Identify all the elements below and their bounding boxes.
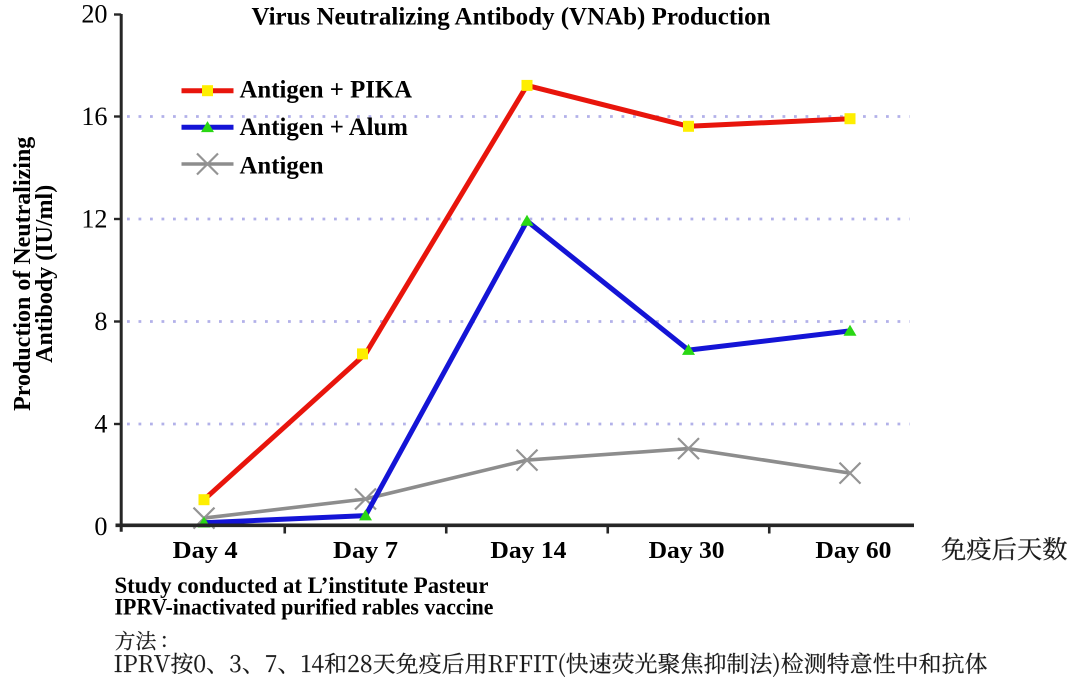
svg-text:Antigen + PIKA: Antigen + PIKA: [240, 77, 413, 104]
svg-text:Virus Neutralizing Antibody (V: Virus Neutralizing Antibody (VNAb) Produ…: [252, 2, 771, 30]
svg-text:Day 60: Day 60: [815, 537, 891, 564]
svg-text:Day 7: Day 7: [333, 537, 398, 564]
svg-text:Study conducted at L’institute: Study conducted at L’institute Pasteur: [115, 573, 489, 598]
svg-text:4: 4: [94, 410, 107, 439]
svg-text:Day 4: Day 4: [173, 537, 238, 564]
svg-text:Antibody (IU/ml): Antibody (IU/ml): [32, 185, 58, 363]
svg-text:Antigen: Antigen: [240, 153, 324, 180]
svg-text:Antigen + Alum: Antigen + Alum: [240, 114, 409, 141]
svg-text:Production of Neutralizing: Production of Neutralizing: [10, 137, 36, 411]
svg-text:20: 20: [81, 0, 107, 29]
svg-text:16: 16: [81, 102, 107, 131]
svg-text:8: 8: [94, 307, 107, 336]
svg-text:IPRV-inactivated purified rabl: IPRV-inactivated purified rables vaccine: [115, 595, 494, 620]
svg-text:Day 30: Day 30: [649, 537, 725, 564]
svg-text:0: 0: [94, 512, 107, 541]
svg-text:12: 12: [81, 205, 107, 234]
svg-text:Day 14: Day 14: [490, 537, 566, 564]
